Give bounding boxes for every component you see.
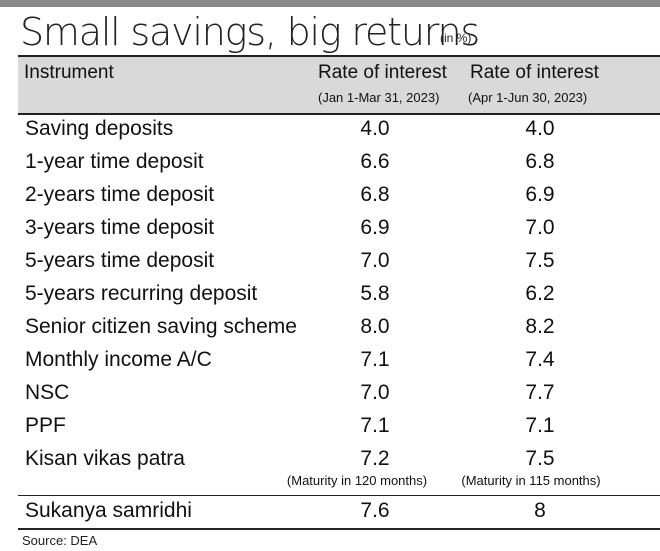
row-value-q2: 7.4 xyxy=(525,348,555,371)
header-bottom-rule xyxy=(18,113,660,115)
row-value-q2: 6.9 xyxy=(525,183,555,206)
row-value-q2: 4.0 xyxy=(525,117,555,140)
last-row-rule xyxy=(18,495,660,496)
column-subheader-q2: (Apr 1-Jun 30, 2023) xyxy=(468,90,588,105)
column-header-instrument: Instrument xyxy=(24,62,114,83)
row-instrument: Kisan vikas patra xyxy=(25,447,185,470)
row-value-q2: 8 xyxy=(534,499,546,522)
top-bar xyxy=(0,0,660,7)
row-value-q1: 7.1 xyxy=(360,348,390,371)
row-value-q2: 7.1 xyxy=(525,414,555,437)
row-value-q1: 7.0 xyxy=(360,381,390,404)
header-band xyxy=(18,57,660,113)
row-value-q1: 6.8 xyxy=(360,183,390,206)
row-note-q2: (Maturity in 115 months) xyxy=(461,473,601,488)
header-top-rule xyxy=(18,55,660,57)
column-subheader-q1: (Jan 1-Mar 31, 2023) xyxy=(318,90,440,105)
row-value-q1: 4.0 xyxy=(360,117,390,140)
row-value-q1: 7.1 xyxy=(360,414,390,437)
row-note-q1: (Maturity in 120 months) xyxy=(286,473,428,488)
row-value-q1: 7.2 xyxy=(360,447,390,470)
row-instrument: Saving deposits xyxy=(25,117,174,140)
row-value-q1: 8.0 xyxy=(360,315,390,338)
row-instrument: Sukanya samridhi xyxy=(25,499,192,522)
row-value-q1: 7.6 xyxy=(360,499,390,522)
chart-title: Small savings, big returns xyxy=(20,10,480,54)
row-value-q1: 6.9 xyxy=(360,216,390,239)
row-value-q1: 6.6 xyxy=(360,150,390,173)
row-instrument: 2-years time deposit xyxy=(25,183,215,206)
row-instrument: Monthly income A/C xyxy=(25,348,212,371)
source-note: Source: DEA xyxy=(22,533,98,548)
table-bottom-rule xyxy=(18,528,660,530)
row-instrument: NSC xyxy=(25,381,70,404)
row-value-q2: 7.0 xyxy=(525,216,555,239)
row-value-q1: 5.8 xyxy=(360,282,390,305)
row-instrument: Senior citizen saving scheme xyxy=(25,315,297,338)
row-instrument: 3-years time deposit xyxy=(25,216,215,239)
column-header-q1: Rate of interest xyxy=(318,62,447,83)
row-value-q2: 6.8 xyxy=(525,150,555,173)
row-value-q1: 7.0 xyxy=(360,249,390,272)
row-value-q2: 7.5 xyxy=(525,447,555,470)
unit-label: (in %) xyxy=(440,31,472,45)
row-value-q2: 8.2 xyxy=(525,315,555,338)
row-instrument: PPF xyxy=(25,414,66,437)
row-instrument: 5-years recurring deposit xyxy=(25,282,258,305)
row-instrument: 5-years time deposit xyxy=(25,249,215,272)
row-value-q2: 6.2 xyxy=(525,282,555,305)
row-value-q2: 7.5 xyxy=(525,249,555,272)
column-header-q2: Rate of interest xyxy=(470,62,599,83)
row-value-q2: 7.7 xyxy=(525,381,555,404)
row-instrument: 1-year time deposit xyxy=(25,150,204,173)
